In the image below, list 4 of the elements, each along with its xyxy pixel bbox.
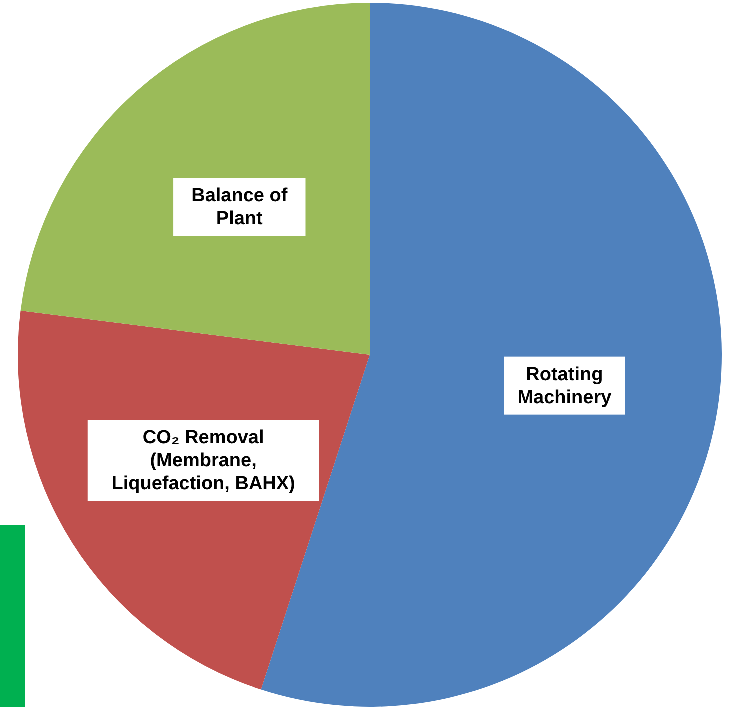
slice-label: CO₂ Removal (Membrane, Liquefaction, BAHX) bbox=[112, 427, 296, 494]
slice-label: Balance of Plant bbox=[192, 185, 288, 230]
pie-slice bbox=[20, 3, 370, 355]
slice-label: Rotating Machinery bbox=[518, 364, 612, 408]
